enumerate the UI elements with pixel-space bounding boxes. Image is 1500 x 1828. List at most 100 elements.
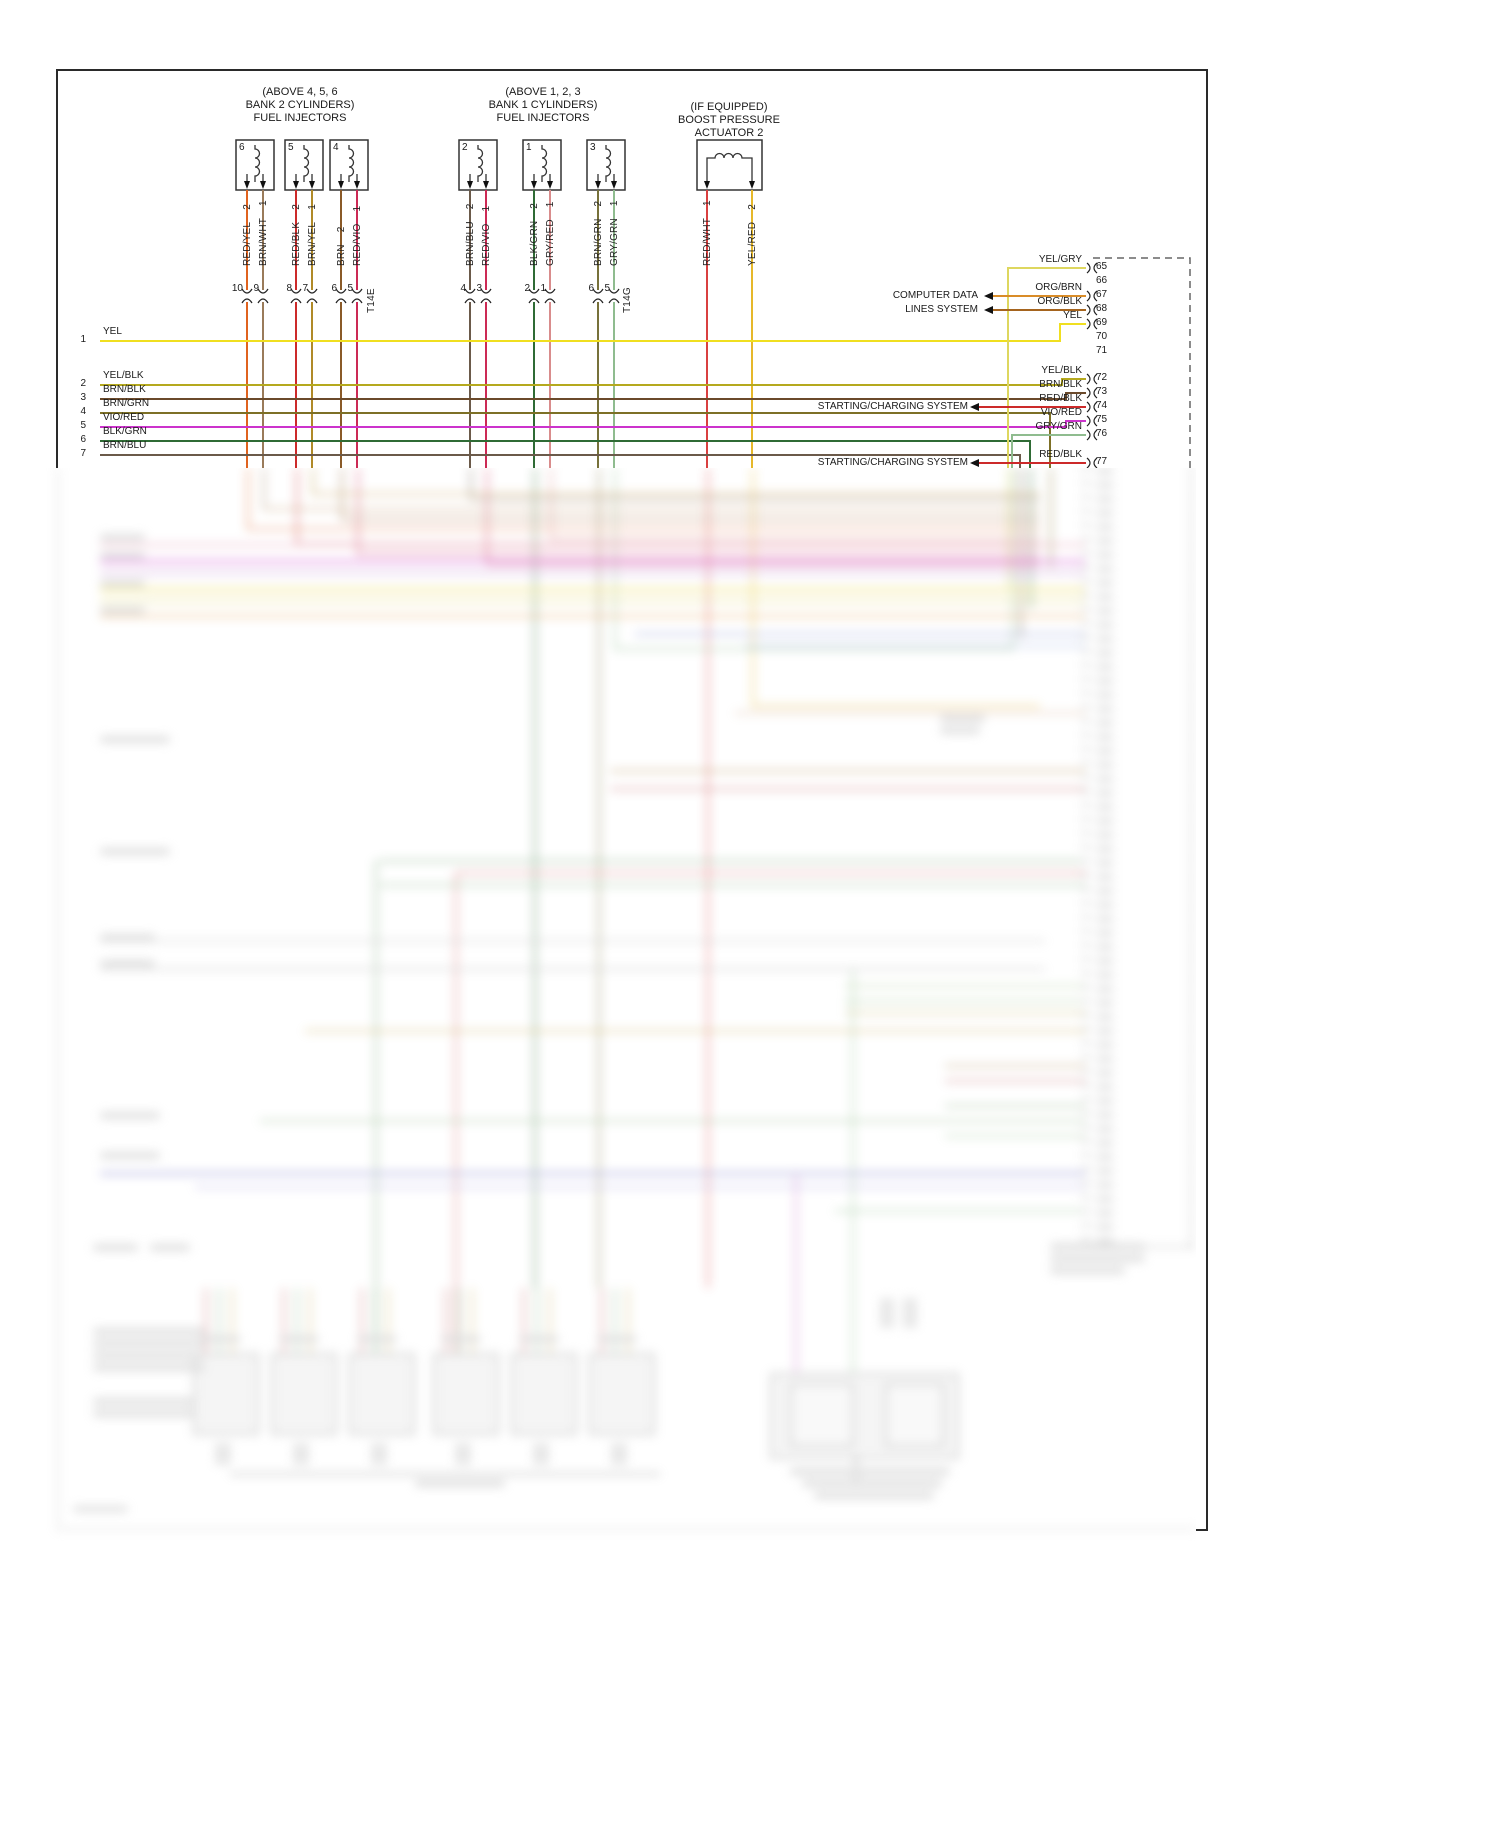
blurred-wire <box>752 705 1040 707</box>
blurred-component <box>880 1298 894 1328</box>
pin-number: 71 <box>1096 345 1108 356</box>
wire-color: BRN/WHT <box>258 217 269 266</box>
injector-4-box <box>329 139 369 191</box>
blurred-wire <box>100 572 1085 574</box>
blurred-label <box>93 1364 205 1371</box>
wire-color-label: BRN/GRN 2 <box>593 201 604 266</box>
connector-cavity-number: 5 <box>604 283 610 294</box>
pin-wire-label: ORG/BLK <box>1037 296 1082 307</box>
row-wire-label: YEL <box>103 326 122 337</box>
blurred-label <box>100 607 145 614</box>
wire-color-label: RED/WHT 1 <box>702 200 713 266</box>
wire-color-label: RED/YEL 2 <box>242 204 253 266</box>
wire-color-label: GRY/GRN 1 <box>609 200 620 266</box>
blurred-wire <box>610 788 1085 790</box>
blurred-wire <box>263 468 265 510</box>
blurred-label <box>519 1336 559 1342</box>
blurred-label <box>279 1336 319 1342</box>
pin65-yel-gry-wire <box>1007 267 1086 468</box>
wire-pin: 1 <box>481 205 492 212</box>
blurred-wire <box>100 560 1085 563</box>
wire-color: GRY/RED <box>545 219 556 266</box>
blurred-wire <box>100 615 1085 617</box>
row-3-brn-blk <box>100 392 1086 400</box>
connector-label-t14e: T14E <box>366 288 377 313</box>
title-line: (ABOVE 4, 5, 6 <box>262 86 338 98</box>
pin-wire-label: YEL <box>1063 310 1082 321</box>
pin-wire-label: YEL/GRY <box>1038 254 1082 265</box>
blurred-content <box>45 468 1196 1795</box>
blurred-label <box>93 1398 193 1405</box>
blurred-ecm-boundary <box>1190 468 1192 1248</box>
wire-color: YEL/RED <box>747 221 758 266</box>
component-boxes <box>235 139 763 191</box>
blurred-diagram-region <box>45 468 1196 1795</box>
blurred-wire <box>312 468 314 495</box>
pin-number: 65 <box>1096 261 1108 272</box>
bank1-injectors-title: (ABOVE 1, 2, 3 BANK 1 CYLINDERS) FUEL IN… <box>443 86 643 125</box>
row-wire-label: BRN/BLU <box>103 440 147 451</box>
wire-color: BRN/YEL <box>307 221 318 266</box>
blurred-wire <box>100 968 1045 970</box>
blurred-wires <box>361 1288 401 1353</box>
blurred-label <box>790 1468 950 1475</box>
pin-number: 70 <box>1096 331 1108 342</box>
terminal-stubs <box>246 174 615 181</box>
row-5-vio-red <box>100 420 1086 428</box>
blurred-component <box>433 1353 499 1435</box>
blurred-wire <box>835 1210 1085 1212</box>
title-line: BANK 2 CYLINDERS) <box>245 99 355 111</box>
wire-color-label: RED/VIO 1 <box>481 206 492 266</box>
blurred-wire <box>707 468 709 1288</box>
blurred-label <box>441 1336 481 1342</box>
blurred-label <box>93 1352 205 1359</box>
connector-cavity-number: 10 <box>231 283 243 294</box>
blurred-wire <box>357 553 1040 555</box>
row-number: 6 <box>80 434 86 445</box>
boost-actuator-title: (IF EQUIPPED) BOOST PRESSURE ACTUATOR 2 <box>649 101 809 140</box>
wire-color-label: BRN 2 <box>336 227 347 266</box>
row-wire-label: BRN/BLK <box>103 384 146 395</box>
blurred-wire <box>614 648 1012 650</box>
blurred-wires <box>445 1288 485 1353</box>
blurred-wire <box>845 1000 1085 1002</box>
wire-pin: 1 <box>545 201 556 208</box>
wire-color-label: GRY/RED 1 <box>545 201 556 266</box>
blurred-wire <box>845 985 1085 987</box>
injector-6-box <box>235 139 275 191</box>
blurred-wire <box>100 940 1045 942</box>
row-number: 1 <box>80 334 86 345</box>
injector-number: 4 <box>333 142 339 153</box>
blurred-wire <box>845 1012 1085 1014</box>
pin-wire-label: RED/BLK <box>1039 449 1082 460</box>
pin-wire-label: RED/BLK <box>1039 393 1082 404</box>
connector-cavity-number: 6 <box>588 283 594 294</box>
blurred-wire <box>635 633 1085 635</box>
wire-color-label: BRN/BLU 2 <box>465 203 476 266</box>
blurred-component <box>293 1443 309 1465</box>
wire-color: BRN <box>336 244 347 266</box>
blurred-label <box>415 1480 505 1487</box>
connector-label-t14g: T14G <box>622 287 633 313</box>
blurred-component <box>611 1443 627 1465</box>
blurred-wire <box>614 468 616 650</box>
blurred-label <box>100 736 170 743</box>
row-number: 4 <box>80 406 86 417</box>
row-wire-label: BRN/GRN <box>103 398 150 409</box>
blurred-component <box>349 1353 415 1435</box>
blurred-label <box>940 727 980 734</box>
connector-cavity-number: 3 <box>476 283 482 294</box>
wire-pin: 2 <box>747 204 758 210</box>
blurred-wire <box>247 468 249 530</box>
blurred-border <box>57 468 59 1530</box>
blurred-wire <box>455 872 1085 874</box>
blurred-component <box>885 1383 944 1447</box>
blurred-ground-bus <box>230 1473 660 1475</box>
blurred-label <box>100 934 155 941</box>
row-number: 2 <box>80 378 86 389</box>
blurred-label <box>100 1152 160 1159</box>
blurred-wire <box>380 884 1085 886</box>
wire-color: BLK/GRN <box>529 220 540 266</box>
row-1-yel <box>100 323 1086 342</box>
blurred-wire <box>380 860 1085 862</box>
